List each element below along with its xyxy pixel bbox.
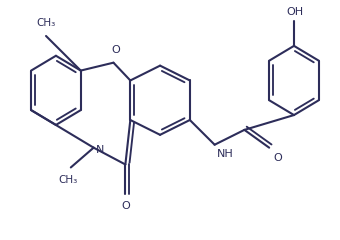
Text: CH₃: CH₃ [36,18,56,28]
Text: O: O [111,45,120,55]
Text: CH₃: CH₃ [58,175,78,185]
Text: OH: OH [286,7,304,17]
Text: O: O [121,201,130,211]
Text: NH: NH [217,149,233,159]
Text: N: N [96,145,104,155]
Text: O: O [273,153,282,163]
